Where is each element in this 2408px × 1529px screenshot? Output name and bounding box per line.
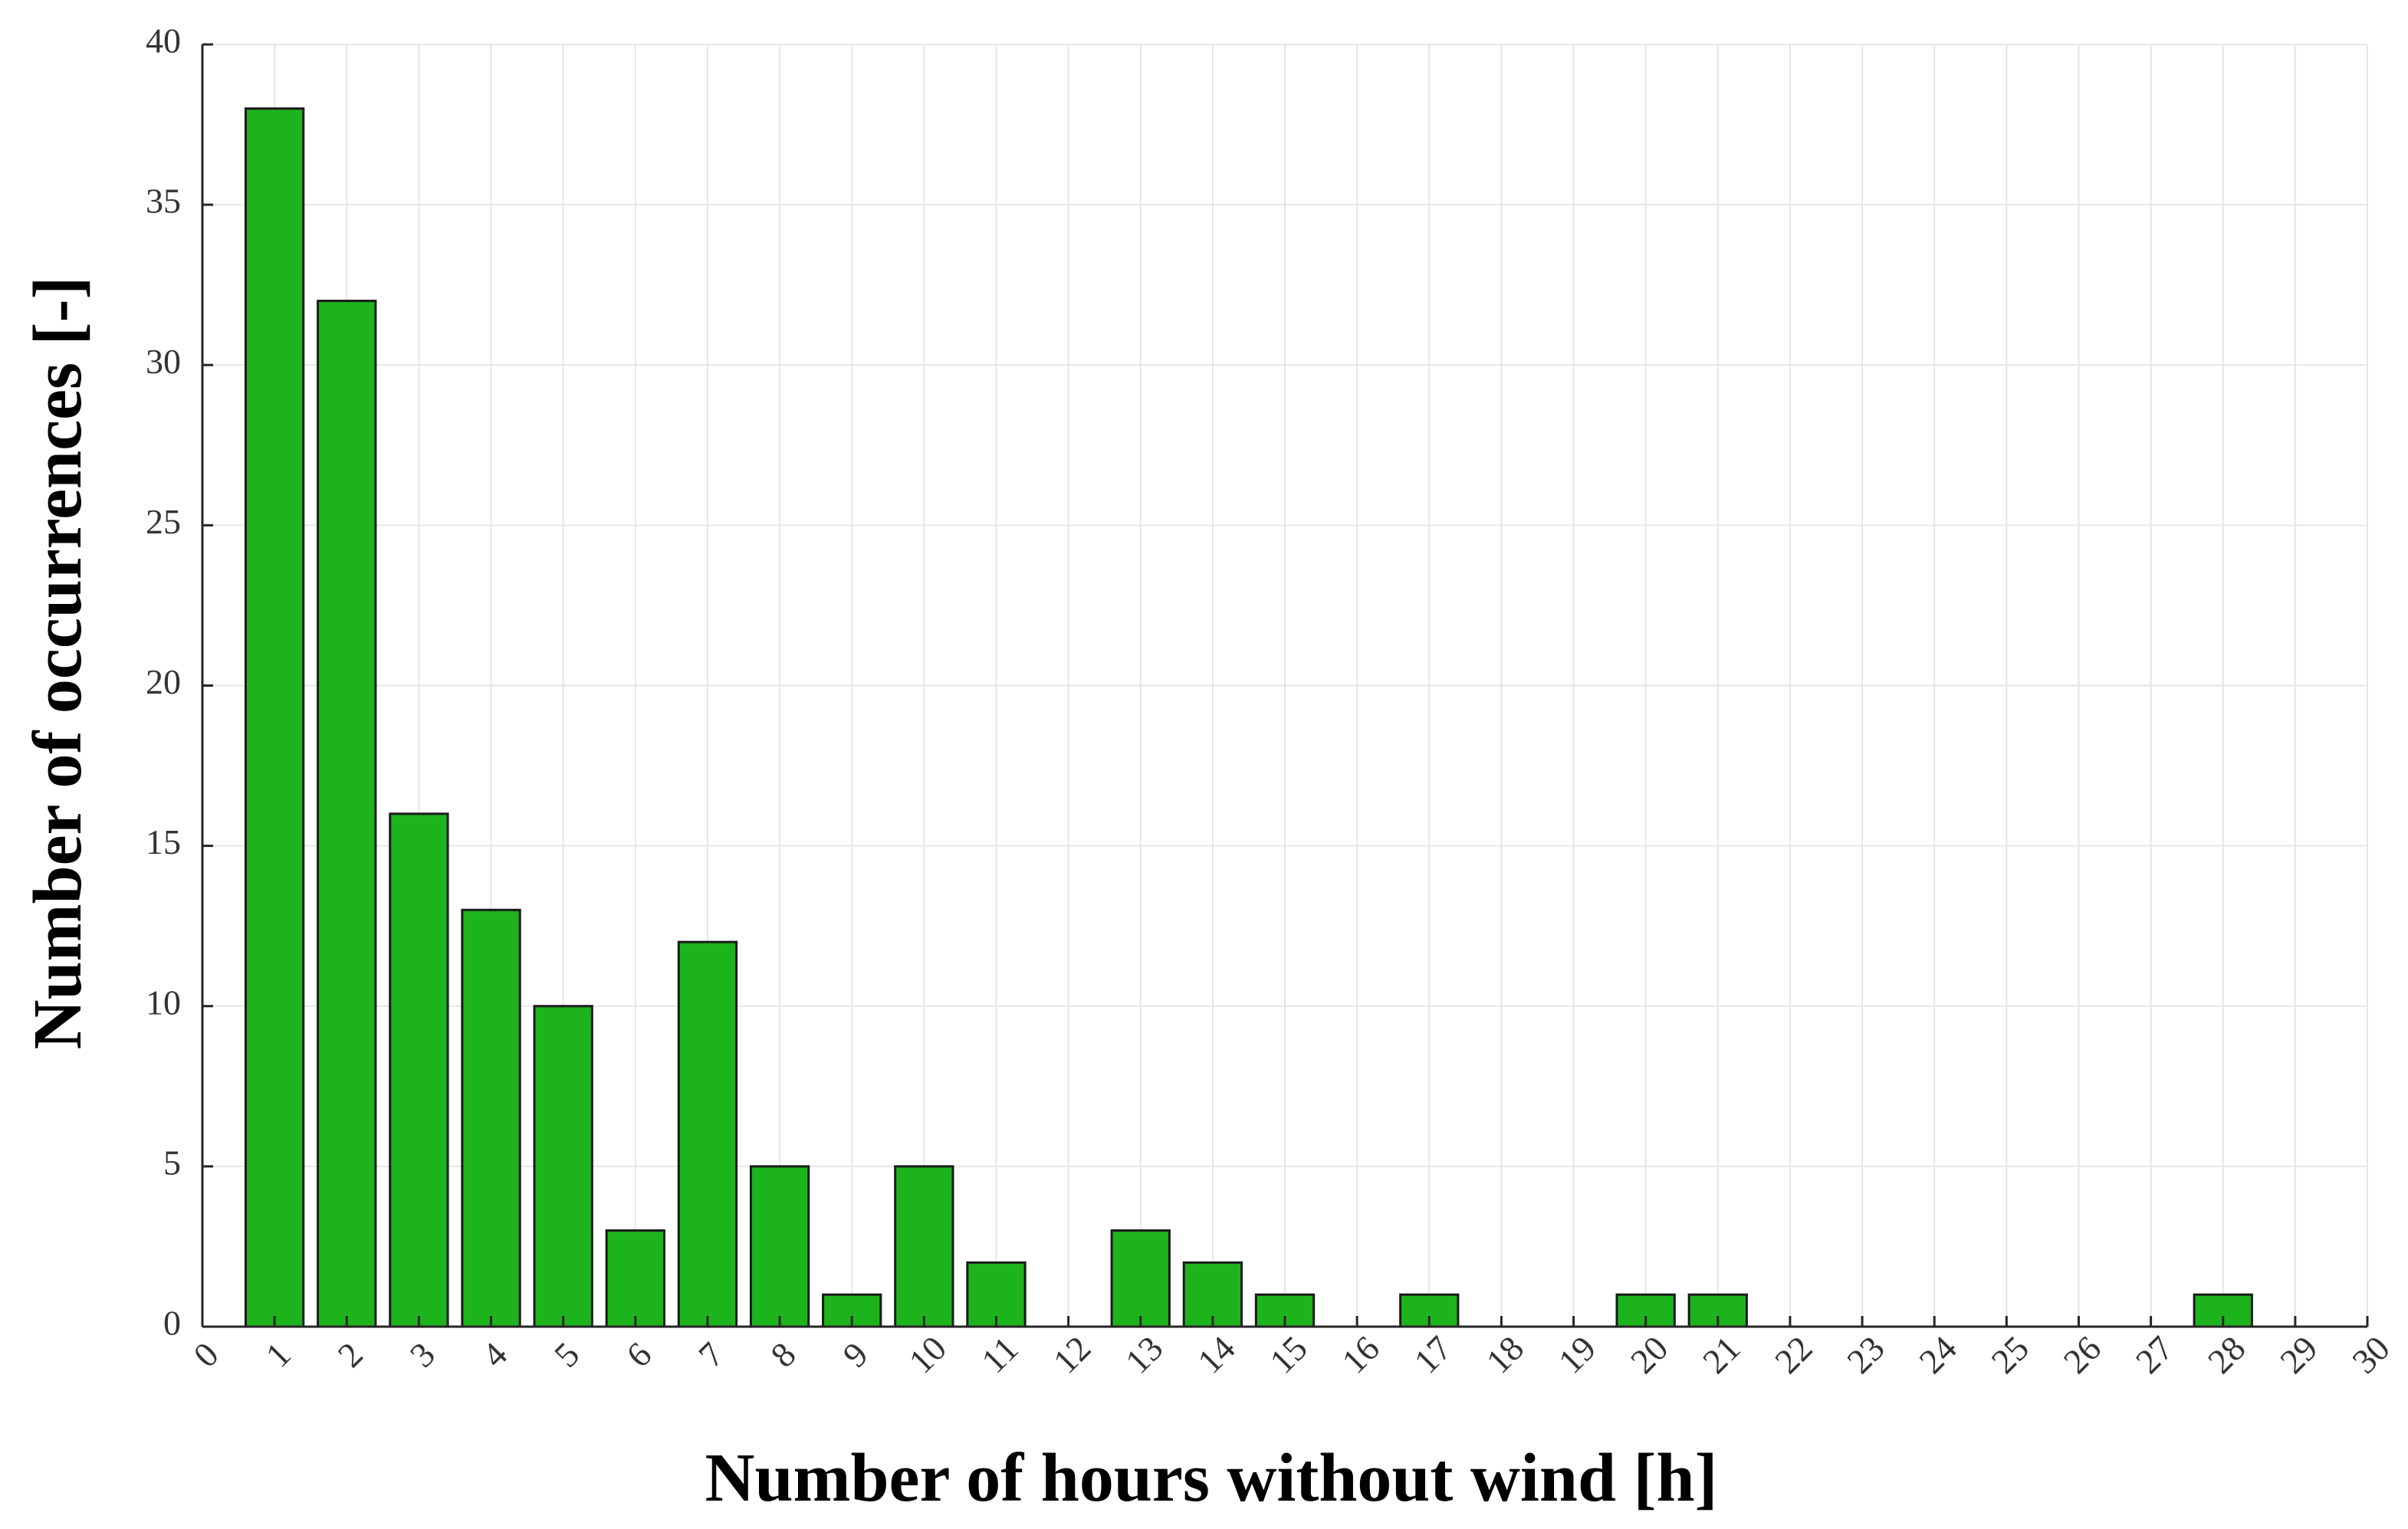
bar-6: [605, 1229, 665, 1328]
x-tick-label-6: 6: [619, 1334, 659, 1374]
x-tick-label-21: 21: [1695, 1328, 1748, 1381]
y-tick-label-0: 0: [163, 1304, 181, 1343]
x-tick-label-22: 22: [1767, 1328, 1820, 1381]
x-tick-label-2: 2: [330, 1334, 370, 1374]
x-tick-label-16: 16: [1334, 1328, 1387, 1381]
x-tick-label-4: 4: [475, 1334, 514, 1374]
x-tick-labels: 0 1 2 3 4 5 6 7 8 9 10 11 12 13 14 15 16 17 18 19 20 21 22 23 24…: [186, 1328, 2397, 1381]
x-tick-label-26: 26: [2056, 1328, 2109, 1381]
y-tick-label-5: 5: [163, 1143, 181, 1182]
x-tick-label-11: 11: [974, 1329, 1025, 1380]
y-tick-label-40: 40: [146, 21, 181, 61]
axes: [201, 43, 2369, 1328]
y-axis-title: Number of occurrences [-]: [20, 277, 96, 1050]
bars: [244, 107, 2253, 1328]
bar-13: [1110, 1229, 1171, 1328]
x-tick-label-20: 20: [1623, 1328, 1676, 1381]
x-tick-label-7: 7: [691, 1334, 731, 1374]
x-tick-label-12: 12: [1046, 1328, 1099, 1381]
y-tick-label-10: 10: [146, 983, 181, 1022]
x-tick-label-5: 5: [547, 1334, 586, 1374]
x-tick-label-10: 10: [902, 1328, 954, 1381]
x-tick-label-29: 29: [2272, 1328, 2325, 1381]
bar-5: [533, 1005, 593, 1328]
grid-lines: [202, 44, 2368, 1327]
x-tick-label-28: 28: [2200, 1328, 2253, 1381]
x-tick-label-0: 0: [186, 1334, 225, 1374]
bar-7: [677, 940, 738, 1328]
x-tick-label-3: 3: [402, 1334, 442, 1374]
y-tick-label-20: 20: [146, 662, 181, 701]
bar-3: [389, 812, 449, 1328]
y-tick-label-30: 30: [146, 342, 181, 381]
bar-10: [894, 1165, 954, 1328]
bar-2: [317, 300, 377, 1328]
x-tick-label-19: 19: [1551, 1328, 1604, 1381]
x-tick-label-15: 15: [1262, 1328, 1315, 1381]
x-axis-title: Number of hours without wind [h]: [705, 1440, 1717, 1516]
bar-1: [244, 107, 305, 1328]
x-tick-label-24: 24: [1911, 1328, 1964, 1381]
x-tick-label-23: 23: [1839, 1328, 1892, 1381]
x-tick-label-17: 17: [1406, 1328, 1459, 1381]
x-tick-label-18: 18: [1479, 1328, 1532, 1381]
x-tick-label-8: 8: [763, 1334, 803, 1374]
x-tick-label-14: 14: [1190, 1328, 1243, 1381]
y-tick-label-25: 25: [146, 502, 181, 541]
y-tick-label-15: 15: [146, 822, 181, 861]
y-tick-label-35: 35: [146, 182, 181, 221]
x-tick-label-13: 13: [1118, 1328, 1171, 1381]
x-tick-label-25: 25: [1984, 1328, 2037, 1381]
x-tick-label-27: 27: [2128, 1328, 2181, 1381]
bar-4: [461, 908, 521, 1328]
x-tick-label-9: 9: [836, 1334, 875, 1374]
y-tick-labels: 0 5 10 15 20 25 30 35 40: [146, 21, 181, 1343]
x-tick-label-1: 1: [258, 1334, 297, 1374]
bar-8: [749, 1165, 810, 1328]
x-tick-label-30: 30: [2344, 1328, 2397, 1381]
